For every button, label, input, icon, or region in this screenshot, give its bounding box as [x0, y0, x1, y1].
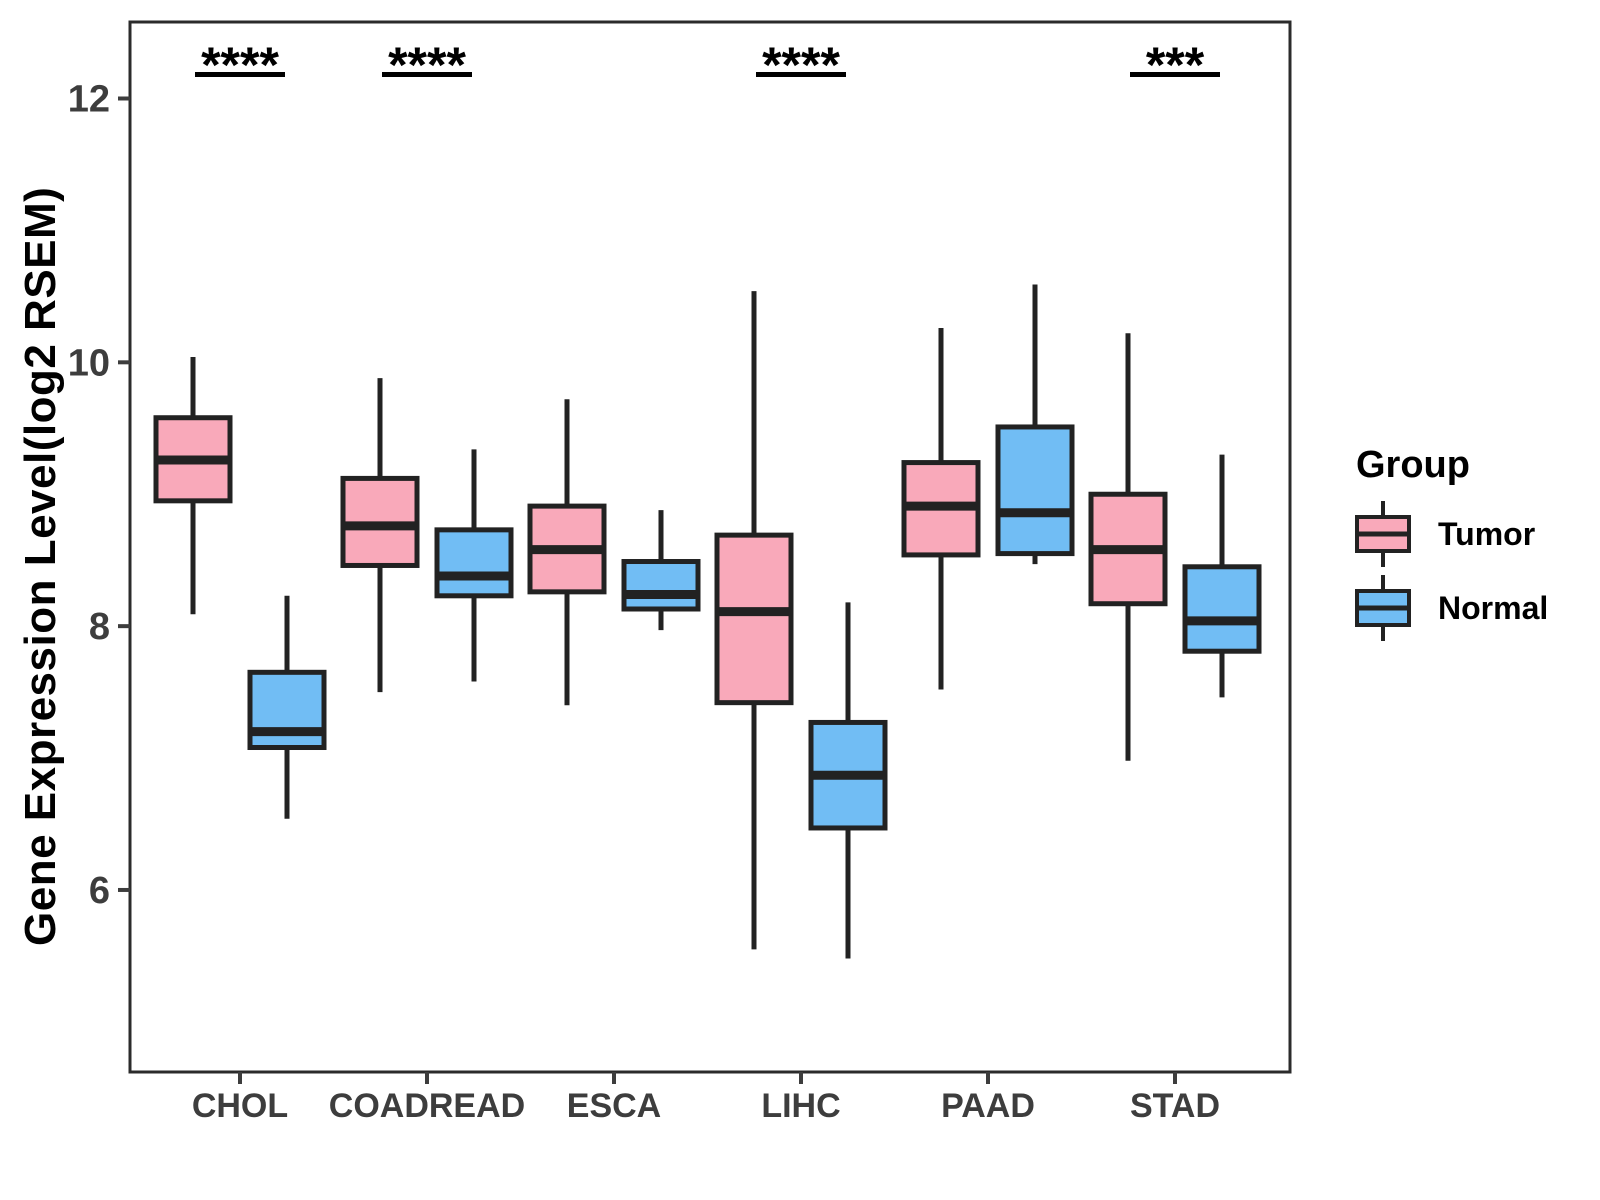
box-normal-chol — [247, 669, 327, 751]
box-normal-esca — [621, 559, 701, 612]
legend-label-normal: Normal — [1438, 589, 1549, 626]
x-tick-label-lihc: LIHC — [761, 1087, 840, 1125]
legend-title: Group — [1356, 444, 1470, 486]
y-tick-label: 8 — [89, 606, 110, 648]
x-tick-label-coadread: COADREAD — [329, 1087, 525, 1125]
box-normal-coadread — [434, 527, 514, 599]
y-tick-label: 10 — [68, 342, 110, 384]
y-tick-label: 12 — [68, 79, 110, 121]
normal-boxplot-key-icon — [1355, 575, 1411, 641]
legend-label-tumor: Tumor — [1438, 515, 1536, 552]
significance-bar-coadread — [382, 72, 472, 77]
tumor-boxplot-key-icon — [1355, 501, 1411, 567]
panel-border — [128, 20, 1292, 1074]
legend: Group Tumor Normal — [1350, 444, 1548, 645]
y-axis-title: Gene Expression Level(log2 RSEM) — [16, 186, 65, 946]
x-tick-label-esca: ESCA — [567, 1087, 661, 1125]
y-tick-label: 6 — [89, 870, 110, 912]
box-tumor-lihc — [714, 532, 794, 706]
x-tick-label-chol: CHOL — [192, 1087, 288, 1125]
significance-stars-lihc: **** — [762, 37, 840, 93]
legend-item-tumor: Tumor — [1350, 497, 1548, 571]
x-tick-label-stad: STAD — [1130, 1087, 1220, 1125]
significance-stars-stad: *** — [1146, 37, 1205, 93]
significance-bar-chol — [195, 72, 285, 77]
box-normal-paad — [995, 424, 1075, 557]
significance-stars-chol: **** — [201, 37, 279, 93]
significance-stars-coadread: **** — [388, 37, 466, 93]
box-normal-stad — [1182, 564, 1262, 654]
legend-item-normal: Normal — [1350, 571, 1548, 645]
significance-bar-stad — [1130, 72, 1220, 77]
significance-bar-lihc — [756, 72, 846, 77]
x-tick-label-paad: PAAD — [941, 1087, 1035, 1125]
